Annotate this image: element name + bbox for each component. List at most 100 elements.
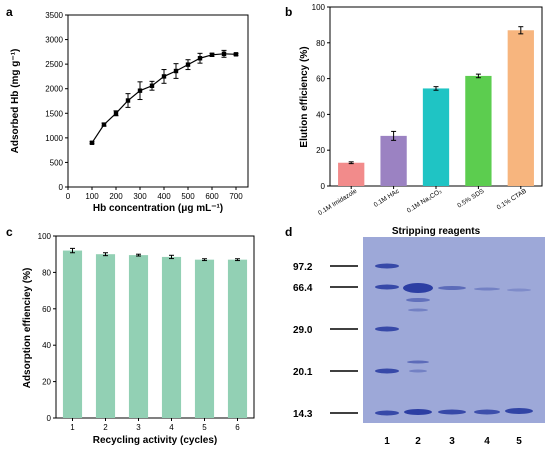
- data-point: [221, 51, 227, 57]
- bar: [380, 135, 407, 186]
- y-tick-label: 0: [47, 414, 52, 423]
- gel-band: [404, 409, 432, 415]
- marker-label: 66.4: [293, 283, 313, 294]
- marker-label: 20.1: [293, 367, 313, 378]
- data-point: [125, 98, 131, 103]
- lane-label: 5: [516, 436, 522, 447]
- marker-label: 97.2: [293, 262, 313, 273]
- panel-c: c 0 20 40 60 80 100 1 2 3 4 5 6 Recycling activity…: [6, 225, 255, 446]
- bar: [62, 250, 83, 418]
- y-tick-label: 500: [50, 158, 64, 167]
- data-point: [197, 56, 203, 61]
- bar: [194, 259, 215, 418]
- data-point: [161, 74, 167, 79]
- y-tick-label: 100: [38, 232, 52, 241]
- data-point: [185, 62, 191, 67]
- y-tick-label: 80: [42, 268, 51, 277]
- y-tick-label: 0: [59, 183, 64, 192]
- x-tick-label: 100: [85, 192, 99, 201]
- x-tick-label: 3: [136, 423, 141, 432]
- gel-band: [375, 284, 399, 290]
- gel-band: [507, 288, 531, 292]
- panel-b-xlabel: Stripping reagents: [392, 226, 481, 237]
- bar: [465, 75, 492, 186]
- gel-band: [438, 286, 466, 290]
- y-tick-label: 100: [312, 3, 326, 12]
- y-tick-label: 40: [42, 341, 51, 350]
- x-tick-label: 6: [235, 423, 240, 432]
- panel-b-x-axis: 0.1M Imidazole 0.1M HAc 0.1M Na₂CO₃ 0.5% SD…: [317, 186, 528, 217]
- gel-band: [474, 409, 500, 415]
- bar: [422, 88, 450, 186]
- lane-label: 3: [449, 436, 455, 447]
- panel-c-bars: [62, 247, 248, 418]
- lane-label: 4: [484, 436, 490, 447]
- x-tick-label: 0.5% SDS: [456, 187, 486, 209]
- gel-band: [375, 410, 399, 416]
- gel-band: [375, 326, 399, 332]
- gel-band: [403, 283, 433, 293]
- panel-a-ylabel: Adsorbed Hb (mg g⁻¹): [10, 49, 21, 154]
- gel-bands: [375, 263, 533, 416]
- y-tick-label: 60: [42, 305, 51, 314]
- y-tick-label: 2500: [45, 60, 63, 69]
- gel-marker-labels: 97.2 66.4 29.0 20.1 14.3: [293, 262, 358, 420]
- panel-a-frame: [67, 14, 249, 188]
- gel-band: [409, 369, 427, 373]
- panel-b-y-axis: 0 20 40 60 80 100: [312, 3, 330, 191]
- x-tick-label: 1: [70, 423, 75, 432]
- panel-a-x-axis: 0 100 200 300 400 500 600 700: [66, 187, 243, 201]
- gel-band: [474, 287, 500, 291]
- y-tick-label: 2000: [45, 85, 63, 94]
- panel-a-series-line: [91, 53, 237, 144]
- panel-a-letter: a: [6, 5, 13, 19]
- bar: [507, 30, 534, 186]
- y-tick-label: 1000: [45, 134, 63, 143]
- bar: [161, 256, 182, 418]
- x-tick-label: 5: [202, 423, 207, 432]
- bar: [95, 254, 116, 418]
- data-point: [101, 122, 107, 127]
- panel-b-letter: b: [285, 5, 292, 19]
- panel-a-xlabel: Hb concentration (μg mL⁻¹): [93, 203, 223, 214]
- gel-lane-labels: 1 2 3 4 5: [384, 436, 522, 447]
- lane-label: 2: [415, 436, 421, 447]
- data-point: [137, 88, 143, 93]
- y-tick-label: 0: [321, 182, 326, 191]
- bar: [338, 162, 365, 186]
- marker-label: 29.0: [293, 325, 313, 336]
- x-tick-label: 0.1M HAc: [373, 187, 402, 208]
- data-point: [89, 140, 95, 145]
- data-point: [149, 83, 155, 88]
- x-tick-label: 0.1% CTAB: [496, 188, 528, 212]
- y-tick-label: 20: [42, 378, 51, 387]
- x-tick-label: 0: [66, 192, 71, 201]
- panel-c-letter: c: [6, 225, 13, 239]
- y-tick-label: 80: [316, 39, 325, 48]
- y-tick-label: 60: [316, 75, 325, 84]
- gel-band: [408, 308, 428, 312]
- panel-a: a 0 500 1000 1500 2000 2500 3000 3500 0 100 200 30…: [6, 5, 249, 214]
- gel-band: [438, 409, 466, 415]
- data-point: [209, 52, 215, 58]
- gel-band: [407, 360, 429, 364]
- gel-band: [406, 298, 430, 302]
- bar: [128, 255, 149, 418]
- panel-c-xlabel: Recycling activity (cycles): [93, 435, 218, 446]
- y-tick-label: 1500: [45, 109, 63, 118]
- panel-a-y-axis: 0 500 1000 1500 2000 2500 3000 3500: [45, 11, 68, 192]
- gel-band: [375, 368, 399, 374]
- x-tick-label: 200: [109, 192, 123, 201]
- panel-c-x-axis: 1 2 3 4 5 6: [70, 418, 240, 432]
- x-tick-label: 600: [205, 192, 219, 201]
- panel-b-bars: [338, 26, 534, 186]
- x-tick-label: 400: [157, 192, 171, 201]
- gel-band: [375, 263, 399, 269]
- panel-b-ylabel: Elution efficiency (%): [299, 46, 310, 147]
- marker-label: 14.3: [293, 409, 313, 420]
- data-point: [233, 52, 239, 57]
- lane-label: 1: [384, 436, 390, 447]
- x-tick-label: 700: [229, 192, 243, 201]
